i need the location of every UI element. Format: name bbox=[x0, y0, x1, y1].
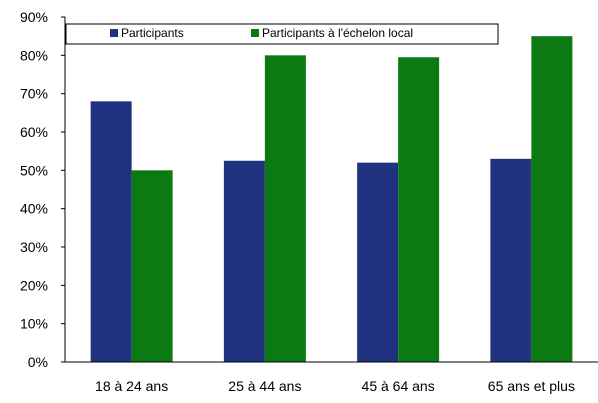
bar-participants-local-3 bbox=[531, 36, 573, 363]
y-axis: 0% 10% 20% 30% 40% 50% 60% 70% 80% 90% bbox=[20, 9, 66, 370]
bar-participants-local-1 bbox=[264, 55, 306, 362]
legend-box bbox=[65, 23, 499, 45]
y-tick-label: 70% bbox=[20, 86, 48, 102]
legend-swatch-participants bbox=[110, 29, 118, 37]
y-tick-label: 10% bbox=[20, 316, 48, 332]
y-tick-label: 30% bbox=[20, 239, 48, 255]
bar-participants-local-0 bbox=[131, 170, 173, 362]
bars bbox=[90, 36, 573, 363]
x-axis: 18 à 24 ans 25 à 44 ans 45 à 64 ans 65 ans … bbox=[65, 361, 598, 394]
y-tick-label: 60% bbox=[20, 124, 48, 140]
legend: Participants Participants à l'échelon lo… bbox=[65, 23, 499, 45]
y-tick-label: 90% bbox=[20, 9, 48, 25]
legend-swatch-participants-local bbox=[251, 29, 259, 37]
bar-participants-3 bbox=[490, 158, 532, 362]
y-tick-label: 20% bbox=[20, 277, 48, 293]
y-tick-label: 80% bbox=[20, 47, 48, 63]
x-tick-label: 18 à 24 ans bbox=[95, 378, 168, 394]
bar-participants-0 bbox=[90, 101, 132, 362]
bar-participants-1 bbox=[223, 160, 265, 362]
x-tick-label: 25 à 44 ans bbox=[228, 378, 301, 394]
legend-label-participants: Participants bbox=[121, 26, 184, 40]
y-tick-label: 40% bbox=[20, 201, 48, 217]
bar-participants-local-2 bbox=[398, 57, 440, 362]
x-tick-label: 65 ans et plus bbox=[488, 378, 575, 394]
x-tick-label: 45 à 64 ans bbox=[362, 378, 435, 394]
bar-participants-2 bbox=[357, 162, 399, 362]
y-tick-label: 0% bbox=[28, 354, 48, 370]
legend-label-participants-local: Participants à l'échelon local bbox=[262, 26, 413, 40]
y-tick-label: 50% bbox=[20, 162, 48, 178]
